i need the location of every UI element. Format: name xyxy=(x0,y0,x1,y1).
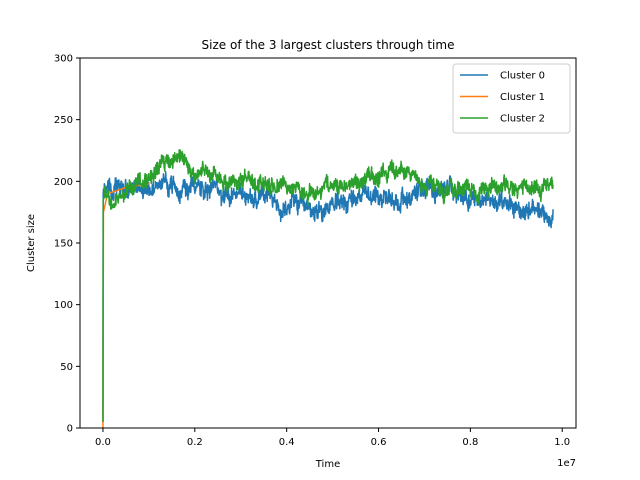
legend-box xyxy=(452,63,571,134)
x-tick-label: 0.8 xyxy=(462,437,478,448)
chart-title: Size of the 3 largest clusters through t… xyxy=(202,38,455,52)
y-tick-label: 200 xyxy=(54,177,73,188)
y-tick-label: 150 xyxy=(54,239,73,250)
y-tick-label: 100 xyxy=(54,300,73,311)
series-line-cluster-2 xyxy=(102,149,554,422)
y-axis: 0 50 100 150 200 250 300 xyxy=(54,54,80,435)
x-axis: 0.0 0.2 0.4 0.6 0.8 1.0 xyxy=(95,428,570,448)
x-axis-offset-label: 1e7 xyxy=(557,458,576,469)
legend: Cluster 0 Cluster 1 Cluster 2 xyxy=(452,63,571,134)
y-tick-label: 50 xyxy=(60,362,73,373)
x-tick-label: 1.0 xyxy=(554,437,570,448)
legend-label: Cluster 2 xyxy=(500,114,545,125)
x-tick-label: 0.2 xyxy=(187,437,203,448)
x-axis-label: Time xyxy=(315,459,340,470)
x-tick-label: 0.6 xyxy=(371,437,387,448)
y-tick-label: 300 xyxy=(54,54,73,65)
series-layer xyxy=(102,149,554,428)
y-tick-label: 250 xyxy=(54,115,73,126)
y-axis-label: Cluster size xyxy=(26,214,37,272)
legend-label: Cluster 1 xyxy=(500,92,545,103)
x-tick-label: 0.4 xyxy=(279,437,295,448)
y-tick-label: 0 xyxy=(67,424,73,435)
x-tick-label: 0.0 xyxy=(95,437,111,448)
legend-label: Cluster 0 xyxy=(500,71,545,82)
